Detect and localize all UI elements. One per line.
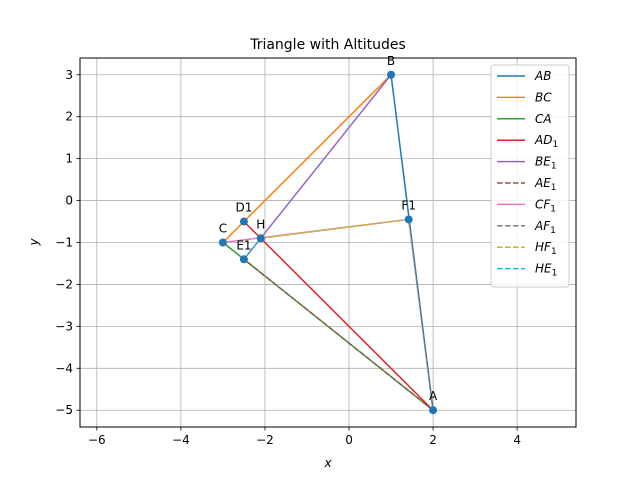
point-label-d1: D1 xyxy=(235,201,252,215)
series-line-ad1 xyxy=(243,221,434,411)
legend-label-subscript: 1 xyxy=(551,162,557,172)
x-tick-label: −6 xyxy=(88,433,106,447)
x-axis-label: x xyxy=(323,456,332,470)
point-label-b: B xyxy=(387,54,395,68)
legend-label-subscript: 1 xyxy=(552,269,558,279)
point-label-h: H xyxy=(256,217,265,231)
series-line-ae1 xyxy=(243,258,434,411)
y-tick-label: 1 xyxy=(65,152,73,166)
x-tick-label: 0 xyxy=(345,433,353,447)
point-marker-e1 xyxy=(239,255,248,264)
series-line-he1 xyxy=(243,237,262,260)
y-tick-label: −4 xyxy=(55,361,73,375)
legend-label-subscript: 1 xyxy=(551,247,557,257)
legend-label-subscript: 1 xyxy=(551,183,557,193)
y-tick-label: 0 xyxy=(65,194,73,208)
x-tick-label: −4 xyxy=(172,433,190,447)
point-label-a: A xyxy=(429,389,438,403)
series-line-hf1 xyxy=(260,218,409,240)
point-marker-d1 xyxy=(239,217,248,226)
y-tick-label: −2 xyxy=(55,277,73,291)
series-line-cf1 xyxy=(222,218,409,244)
y-tick-label: −3 xyxy=(55,319,73,333)
y-tick-label: 2 xyxy=(65,110,73,124)
point-marker-h xyxy=(256,234,265,243)
legend-label-subscript: 1 xyxy=(552,140,558,150)
series-line-bc xyxy=(222,74,392,244)
point-label-e1: E1 xyxy=(236,238,251,252)
chart-title: Triangle with Altitudes xyxy=(249,37,406,53)
x-tick-label: 2 xyxy=(429,433,437,447)
point-marker-c xyxy=(218,238,227,247)
x-tick-label: 4 xyxy=(513,433,521,447)
legend-label-bc: BC xyxy=(535,90,552,104)
legend-label-ad1: AD1 xyxy=(534,133,558,150)
series-layer xyxy=(222,74,434,411)
series-line-af1 xyxy=(407,219,434,411)
legend-label-subscript: 1 xyxy=(550,204,556,214)
tick-layer: −6 −4 −2 0 2 4 −5 −4 −3 −2 −1 0 1 2 3 xyxy=(55,68,521,447)
legend-label-subscript: 1 xyxy=(550,226,556,236)
y-axis-label: y xyxy=(27,238,41,247)
x-tick-label: −2 xyxy=(256,433,274,447)
point-marker-f1 xyxy=(404,215,413,224)
legend-box xyxy=(490,64,570,288)
point-marker-b xyxy=(387,70,396,79)
y-tick-label: −1 xyxy=(55,236,73,250)
legend-label-ca: CA xyxy=(535,112,552,126)
y-tick-label: −5 xyxy=(55,403,73,417)
series-line-be1 xyxy=(243,74,392,260)
y-tick-label: 3 xyxy=(65,68,73,82)
legend-label-ab: AB xyxy=(534,69,551,83)
point-label-c: C xyxy=(219,222,227,236)
point-label-f1: F1 xyxy=(401,198,416,212)
point-marker-a xyxy=(429,406,438,415)
point-label-layer: A B C D1 E1 F1 H xyxy=(219,54,438,403)
marker-layer xyxy=(218,70,438,415)
